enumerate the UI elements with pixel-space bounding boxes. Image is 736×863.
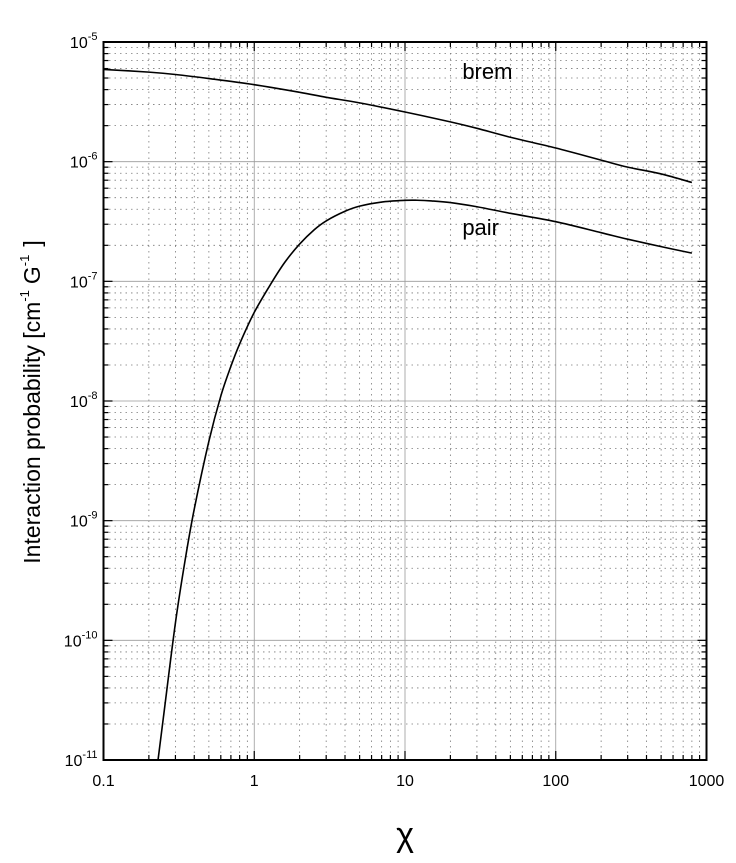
series-line-pair [157,199,693,761]
y-axis-title-end: ] [19,240,45,246]
y-tick-label: 10-11 [65,749,98,770]
x-tick-label: 100 [542,773,569,790]
x-tick-label: 1 [250,773,259,790]
y-axis-title-sup1: -1 [17,290,32,302]
y-tick-label: 10-5 [70,31,98,52]
series-label-pair: pair [462,215,499,240]
plot-lines [103,68,693,761]
y-tick-label: 10-6 [70,151,98,172]
x-tick-label: 1000 [689,773,725,790]
y-tick-label: 10-10 [64,629,98,650]
y-axis-title: Interaction probability [cm-1G-1] [17,240,45,563]
tick-labels: 0.1 1 10 100 1000 10-11 10-10 10-9 10-8 10-7 10-6 1… [64,31,725,790]
series-line-brem [103,68,693,184]
y-tick-label: 10-8 [70,390,98,411]
series-label-brem: brem [462,59,512,84]
plot-frame [102,41,708,761]
y-axis-title-mid: G [19,266,45,284]
grid [103,42,707,761]
x-tick-label: 0.1 [92,773,114,790]
x-tick-label: 10 [396,773,414,790]
y-axis-title-sup2: -1 [17,255,32,267]
y-axis-title-main: Interaction probability [cm [19,302,45,564]
y-tick-label: 10-7 [70,270,98,291]
x-axis-title: χ [396,816,414,854]
y-tick-label: 10-9 [70,510,98,531]
